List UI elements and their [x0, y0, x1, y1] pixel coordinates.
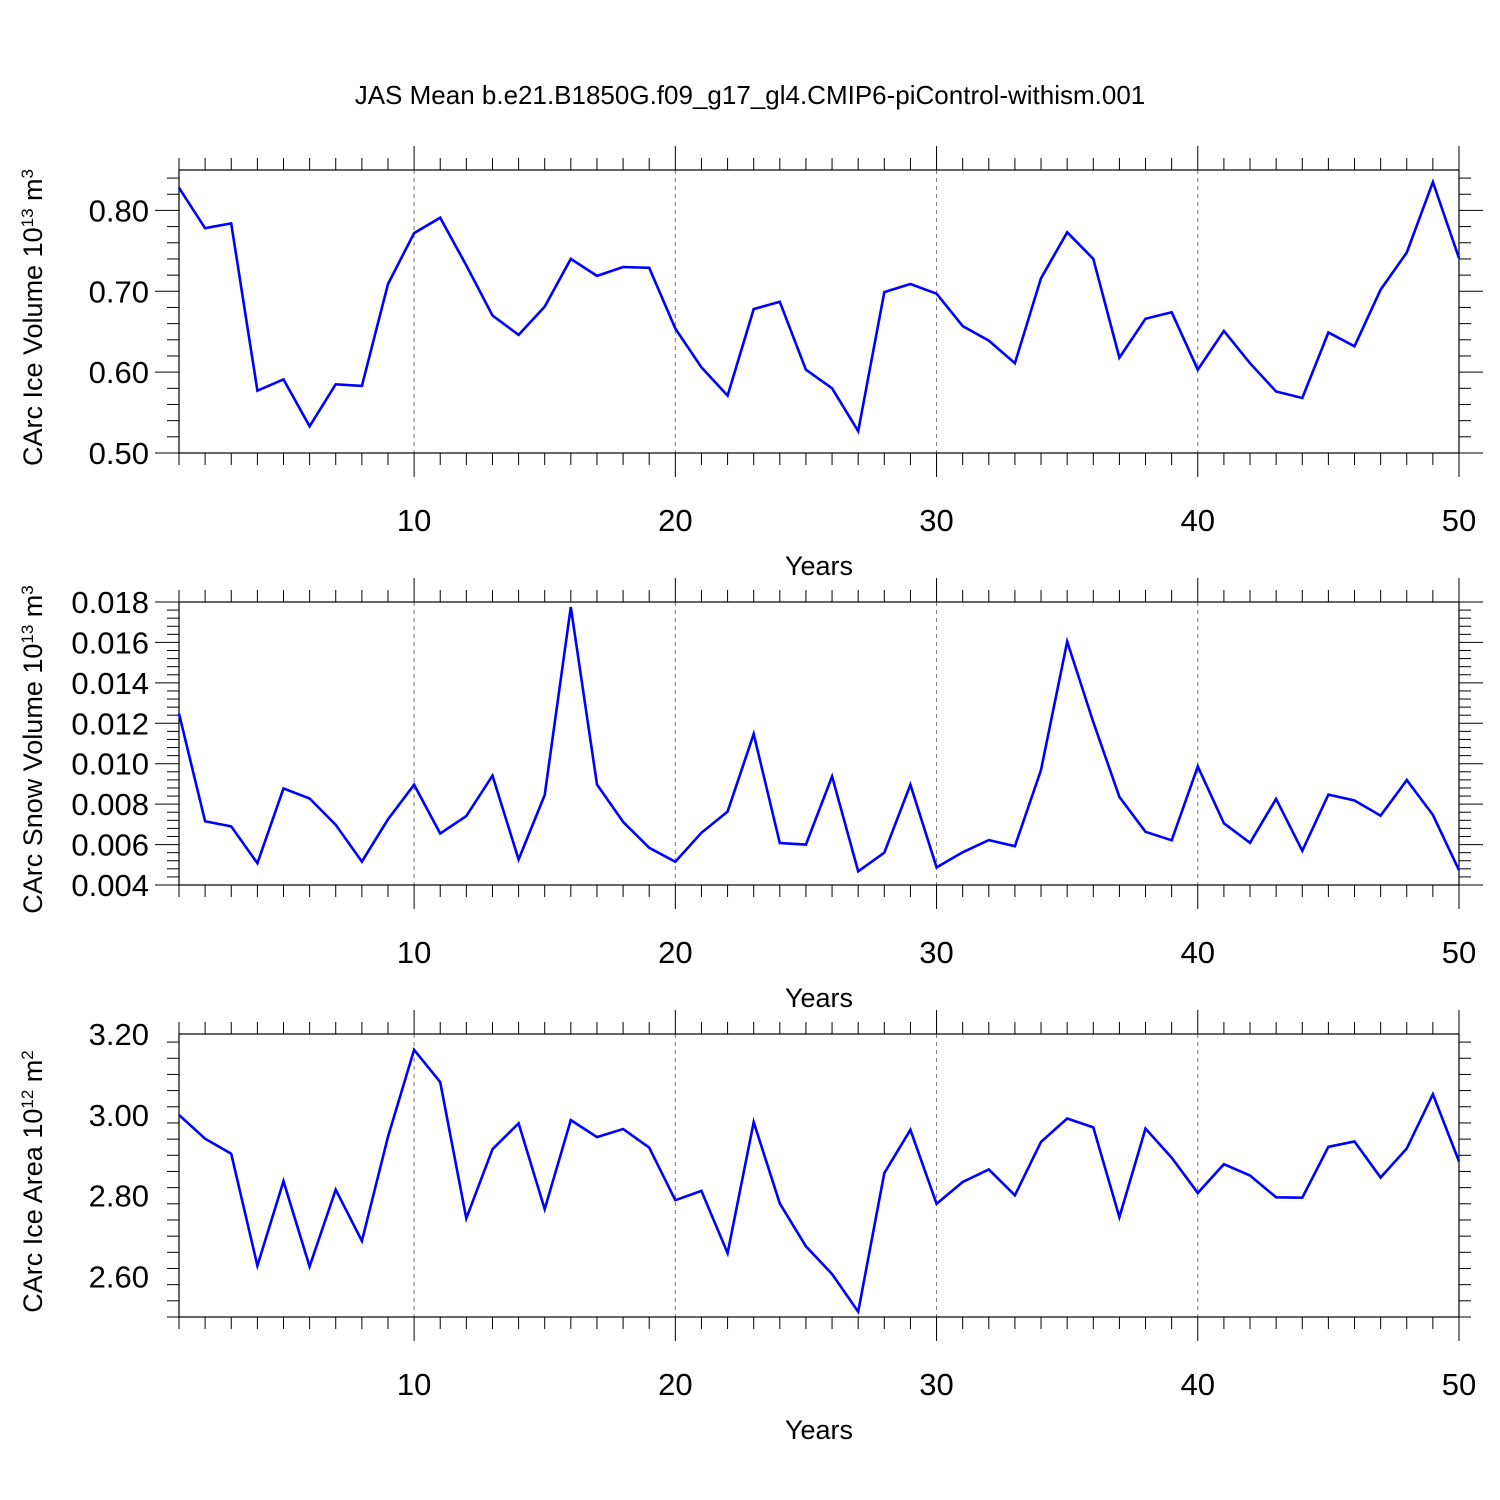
panel-1-y-tick-label: 0.60	[89, 355, 149, 390]
panel-1-x-tick-label: 20	[658, 503, 692, 538]
panel-3-x-tick-label: 50	[1442, 1367, 1476, 1402]
panel-1-y-tick-label: 0.70	[89, 274, 149, 309]
panel-2-y-tick-label: 0.006	[71, 828, 149, 863]
superscript: 3	[18, 169, 37, 178]
panel-1-x-axis-label: Years	[785, 551, 853, 581]
panel-2-y-tick-label: 0.004	[71, 868, 149, 903]
panel-2-series-line	[177, 606, 1461, 874]
panel-1-y-tick-label: 0.80	[89, 193, 149, 228]
panel-2-frame	[178, 601, 1460, 886]
panel-1-x-tick-label: 40	[1181, 503, 1215, 538]
panel-3-x-tick-label: 40	[1181, 1367, 1215, 1402]
panel-2-x-axis-label: Years	[785, 983, 853, 1013]
panel-2-x-tick-label: 50	[1442, 935, 1476, 970]
panel-2-y-tick-label: 0.008	[71, 787, 149, 822]
superscript: 2	[18, 1050, 37, 1059]
panel-3-frame	[178, 1033, 1460, 1318]
panel-3-x-tick-label: 30	[919, 1367, 953, 1402]
panel-2-y-tick-label: 0.016	[71, 625, 149, 660]
panel-1-y-tick-label: 0.50	[89, 436, 149, 471]
superscript: 12	[18, 1090, 37, 1109]
panel-3-x-axis-label: Years	[785, 1415, 853, 1445]
panel-3-y-tick-label: 2.60	[89, 1260, 149, 1295]
panel-2-y-axis-label: CArc Snow Volume 1013 m3	[18, 585, 48, 914]
panel-1-x-tick-label: 50	[1442, 503, 1476, 538]
superscript: 3	[18, 585, 37, 594]
panel-2-y-tick-label: 0.010	[71, 747, 149, 782]
superscript: 13	[18, 208, 37, 227]
panel-2-y-tick-label: 0.014	[71, 666, 149, 701]
panel-2-x-tick-label: 20	[658, 935, 692, 970]
panel-1-y-axis-label: CArc Ice Volume 1013 m3	[18, 169, 48, 466]
panel-3-x-tick-label: 10	[397, 1367, 431, 1402]
panel-2-y-tick-label: 0.012	[71, 706, 149, 741]
panel-3-y-axis-label: CArc Ice Area 1012 m2	[18, 1050, 48, 1313]
panel-1-x-tick-label: 10	[397, 503, 431, 538]
panel-3-x-tick-label: 20	[658, 1367, 692, 1402]
panel-2-x-tick-label: 40	[1181, 935, 1215, 970]
label-part: CArc Ice Volume 10	[18, 227, 48, 466]
panel-3-series-line	[178, 1047, 1461, 1315]
label-part: m	[18, 178, 48, 208]
chart-title: JAS Mean b.e21.B1850G.f09_g17_gl4.CMIP6-…	[354, 80, 1146, 110]
panel-1-series-line	[177, 178, 1461, 435]
panel-3-y-tick-label: 2.80	[89, 1179, 149, 1214]
panel-2-x-tick-label: 10	[397, 935, 431, 970]
label-part: m	[18, 595, 48, 625]
panel-3-y-tick-label: 3.00	[89, 1098, 149, 1133]
panel-3-y-tick-label: 3.20	[89, 1017, 149, 1052]
label-part: CArc Snow Volume 10	[18, 644, 48, 914]
superscript: 13	[18, 625, 37, 644]
label-part: CArc Ice Area 10	[18, 1109, 48, 1313]
panel-1-x-tick-label: 30	[919, 503, 953, 538]
panel-2-x-tick-label: 30	[919, 935, 953, 970]
panel-1-frame	[178, 169, 1460, 454]
panel-2-y-tick-label: 0.018	[71, 585, 149, 620]
label-part: m	[18, 1060, 48, 1090]
